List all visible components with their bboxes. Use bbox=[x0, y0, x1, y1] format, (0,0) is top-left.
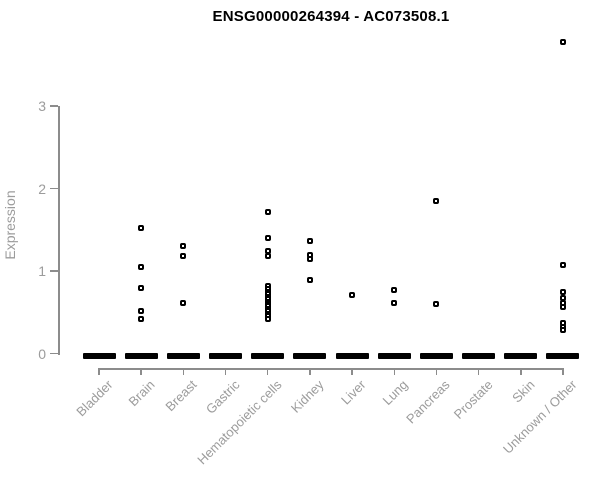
x-tick bbox=[309, 368, 311, 375]
zero-dash bbox=[82, 353, 116, 359]
data-point bbox=[306, 277, 313, 284]
zero-dash bbox=[124, 353, 158, 359]
data-point bbox=[180, 300, 187, 307]
y-tick bbox=[50, 187, 58, 190]
y-axis-line bbox=[58, 106, 60, 355]
zero-dash bbox=[462, 353, 496, 359]
x-tick bbox=[477, 368, 480, 375]
x-axis-line bbox=[99, 368, 564, 370]
data-point bbox=[264, 315, 271, 322]
data-point bbox=[180, 253, 187, 260]
y-tick-label: 2 bbox=[38, 180, 46, 197]
chart-title: ENSG00000264394 - AC073508.1 bbox=[212, 8, 450, 25]
data-point bbox=[138, 263, 145, 270]
zero-dash bbox=[293, 353, 327, 359]
y-tick bbox=[50, 270, 58, 272]
zero-dash bbox=[419, 353, 453, 359]
data-point bbox=[559, 327, 566, 334]
x-tick bbox=[393, 368, 395, 375]
zero-dash bbox=[209, 353, 243, 359]
x-tick bbox=[224, 368, 227, 375]
y-tick-label: 0 bbox=[38, 345, 46, 362]
data-point bbox=[391, 286, 398, 293]
data-point bbox=[559, 39, 566, 46]
data-point bbox=[264, 209, 271, 216]
x-tick bbox=[182, 368, 185, 375]
data-point bbox=[138, 225, 145, 232]
zero-dash bbox=[166, 353, 200, 359]
x-tick bbox=[266, 368, 269, 375]
zero-dash bbox=[504, 353, 538, 359]
y-axis-label: Expression bbox=[2, 190, 18, 260]
x-tick bbox=[562, 368, 564, 375]
y-tick bbox=[50, 352, 58, 355]
zero-dash bbox=[251, 353, 285, 359]
data-point bbox=[264, 253, 271, 260]
zero-dash bbox=[335, 353, 369, 359]
x-tick bbox=[98, 368, 100, 375]
data-point bbox=[306, 238, 313, 245]
data-point bbox=[559, 262, 566, 269]
data-point bbox=[138, 285, 145, 292]
data-point bbox=[306, 256, 313, 263]
y-tick bbox=[50, 105, 58, 107]
data-point bbox=[349, 291, 356, 298]
x-tick bbox=[351, 368, 353, 375]
data-point bbox=[180, 243, 187, 250]
zero-dash bbox=[546, 353, 580, 359]
data-point bbox=[559, 304, 566, 311]
data-point bbox=[264, 235, 271, 241]
x-tick bbox=[140, 368, 142, 375]
data-point bbox=[559, 289, 566, 296]
data-point bbox=[433, 301, 440, 307]
data-point bbox=[138, 307, 145, 314]
data-point bbox=[433, 197, 440, 204]
zero-dash bbox=[377, 353, 411, 359]
x-tick bbox=[435, 368, 438, 375]
y-tick-label: 1 bbox=[38, 263, 46, 279]
x-tick bbox=[520, 368, 522, 375]
data-point bbox=[391, 300, 398, 307]
data-point bbox=[138, 315, 145, 322]
y-tick-label: 3 bbox=[38, 98, 46, 114]
